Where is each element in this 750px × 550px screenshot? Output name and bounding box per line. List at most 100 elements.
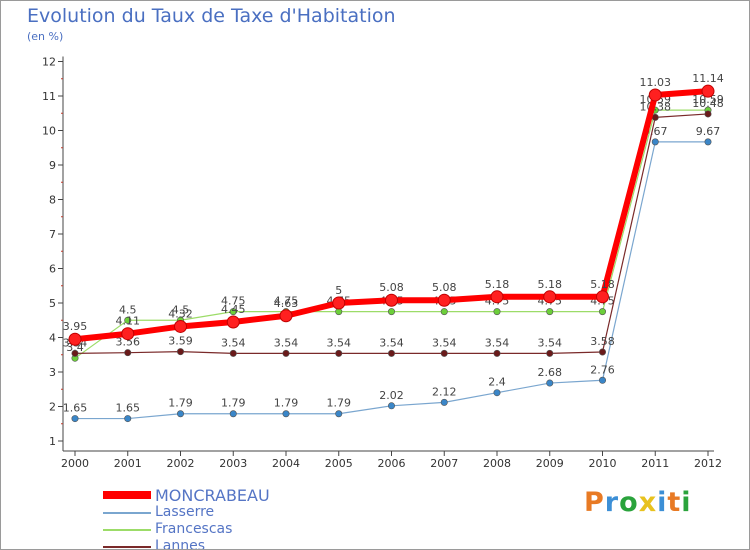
data-point-lannes — [598, 348, 606, 356]
legend-swatch-lannes — [103, 546, 151, 548]
data-point-lasserre — [282, 410, 290, 418]
data-label-moncrabeau: 5.18 — [590, 278, 615, 291]
y-tick-label: 10 — [42, 125, 56, 138]
data-point-lasserre — [177, 410, 185, 418]
x-tick-label: 2007 — [430, 457, 458, 470]
data-label-lannes: 3.54 — [221, 336, 246, 349]
data-label-lannes: 3.54 — [274, 336, 299, 349]
data-label-lannes: 3.54 — [379, 336, 404, 349]
proxiti-logo: Proxiti — [584, 487, 692, 518]
data-label-lasserre: 2.02 — [379, 389, 404, 402]
data-label-moncrabeau: 5.18 — [538, 278, 563, 291]
data-label-moncrabeau: 5.08 — [432, 281, 457, 294]
y-tick-label: 4 — [49, 332, 56, 345]
data-label-moncrabeau: 4.63 — [274, 297, 299, 310]
data-point-moncrabeau — [226, 315, 240, 329]
legend-swatch-francescas — [103, 529, 151, 531]
data-label-lasserre: 1.79 — [168, 397, 193, 410]
chart-title: Evolution du Taux de Taxe d'Habitation — [27, 5, 396, 27]
data-label-moncrabeau: 4.11 — [116, 315, 141, 328]
data-label-lannes: 3.54 — [485, 336, 510, 349]
data-point-moncrabeau — [385, 293, 398, 307]
logo-letter: x — [638, 487, 658, 518]
data-point-lasserre — [598, 376, 606, 384]
data-point-francescas — [124, 316, 132, 324]
y-tick-label: 7 — [49, 228, 56, 241]
data-point-lasserre — [335, 410, 343, 418]
data-point-moncrabeau — [174, 319, 187, 333]
y-tick-label: 6 — [49, 263, 56, 276]
data-point-lannes — [71, 349, 79, 357]
data-label-lasserre: 2.76 — [590, 363, 615, 376]
data-point-francescas — [493, 308, 501, 316]
logo-letter: o — [619, 487, 639, 518]
data-point-lannes — [282, 349, 290, 357]
data-label-lannes: 3.54 — [538, 336, 563, 349]
data-label-francescas: 4.75 — [221, 295, 246, 308]
data-label-lannes: 3.54 — [432, 336, 457, 349]
data-label-lannes: 3.58 — [590, 335, 615, 348]
data-label-lasserre: 1.65 — [116, 402, 141, 415]
chart-subtitle: (en %) — [27, 30, 64, 43]
data-point-moncrabeau — [68, 332, 82, 346]
data-point-lasserre — [651, 138, 659, 146]
data-point-lannes — [387, 349, 395, 357]
data-point-lasserre — [704, 138, 712, 146]
data-point-lasserre — [71, 415, 79, 423]
data-point-francescas — [598, 308, 606, 316]
data-point-lannes — [546, 349, 554, 357]
logo-letter: i — [657, 487, 668, 518]
legend-label-lannes: Lannes — [155, 538, 206, 550]
data-label-lannes: 3.56 — [116, 336, 141, 349]
x-tick-label: 2008 — [483, 457, 511, 470]
x-tick-label: 2002 — [167, 457, 195, 470]
data-point-moncrabeau — [543, 290, 557, 304]
x-tick-label: 2003 — [219, 457, 247, 470]
y-tick-label: 5 — [49, 297, 56, 310]
x-tick-label: 2000 — [61, 457, 89, 470]
data-label-francescas: 10.59 — [692, 93, 724, 106]
data-label-moncrabeau: 5.18 — [485, 278, 510, 291]
logo-letter: t — [667, 487, 682, 518]
y-tick-label: 2 — [49, 401, 56, 414]
data-label-francescas: 3.4 — [66, 341, 84, 354]
data-label-lannes: 10.48 — [692, 97, 724, 110]
data-label-lasserre: 9.67 — [696, 125, 721, 138]
data-label-moncrabeau: 3.95 — [63, 320, 88, 333]
data-label-lasserre: 1.65 — [63, 402, 88, 415]
data-label-lannes: 10.38 — [640, 100, 672, 113]
y-tick-label: 9 — [49, 159, 56, 172]
x-tick-label: 2010 — [589, 457, 617, 470]
x-tick-label: 2009 — [536, 457, 564, 470]
y-tick-label: 8 — [49, 194, 56, 207]
data-label-lasserre: 2.68 — [538, 366, 563, 379]
data-point-lannes — [493, 349, 501, 357]
data-point-lasserre — [493, 389, 501, 397]
data-label-moncrabeau: 11.14 — [692, 72, 724, 85]
data-label-francescas: 4.5 — [119, 303, 137, 316]
legend-label-lasserre: Lasserre — [155, 504, 215, 520]
data-point-moncrabeau — [332, 296, 346, 310]
x-tick-label: 2006 — [378, 457, 406, 470]
data-point-francescas — [229, 308, 237, 316]
data-label-moncrabeau: 4.32 — [168, 307, 193, 320]
data-point-moncrabeau — [437, 293, 451, 307]
x-tick-label: 2004 — [272, 457, 300, 470]
logo-letter: P — [584, 487, 605, 518]
y-tick-label: 12 — [42, 56, 56, 69]
x-tick-label: 2001 — [114, 457, 142, 470]
data-point-lannes — [440, 349, 448, 357]
logo-letter: r — [604, 487, 620, 518]
data-point-moncrabeau — [121, 327, 135, 341]
data-point-moncrabeau — [490, 290, 504, 304]
data-point-lasserre — [546, 379, 554, 387]
data-label-lasserre: 2.4 — [488, 376, 506, 389]
data-point-moncrabeau — [596, 290, 609, 304]
logo-letter: i — [681, 487, 692, 518]
legend-label-moncrabeau: MONCRABEAU — [155, 486, 270, 505]
data-label-moncrabeau: 5 — [335, 284, 342, 297]
data-label-lannes: 3.59 — [168, 335, 193, 348]
data-label-lasserre: 1.79 — [221, 397, 246, 410]
